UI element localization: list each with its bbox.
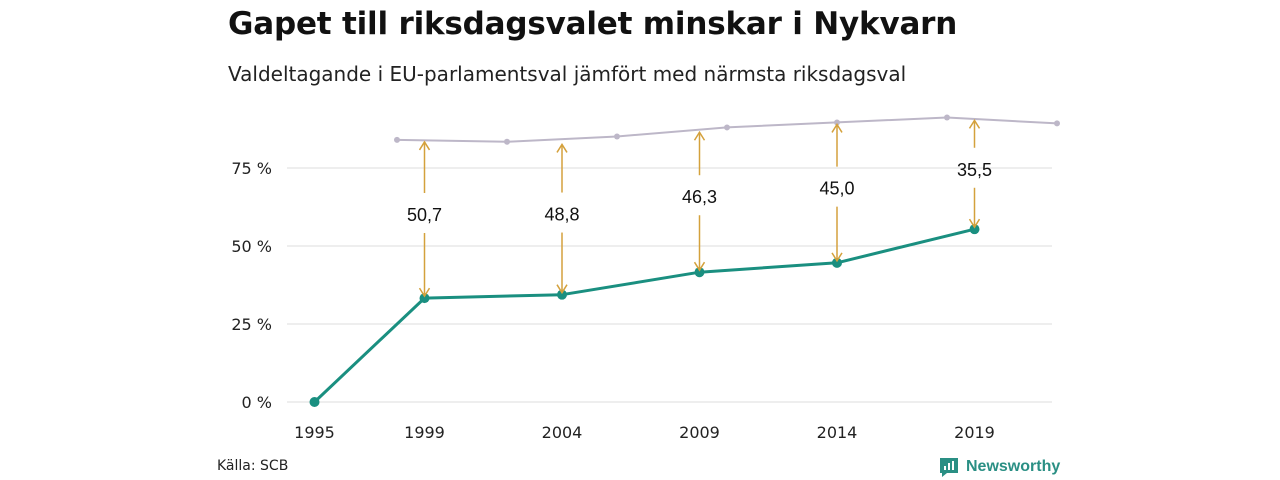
x-tick-label: 2019 [954,423,995,442]
x-tick-label: 2014 [817,423,858,442]
eu-point [557,289,567,300]
riksdag-point [394,136,400,143]
riksdag-point [944,114,950,121]
eu-point [419,293,430,304]
x-tick-label: 2009 [679,423,720,442]
y-tick-label: 75 % [231,159,272,178]
gap-arrows: 50,7 48,8 46,3 45,0 35,5 [407,118,992,298]
chart-title: Gapet till riksdagsvalet minskar i Nykva… [228,6,958,42]
gap-label: 48,8 [544,205,579,225]
gap-arrow: 35,5 [957,118,992,229]
gap-arrow: 50,7 [407,140,442,298]
gap-arrow-head [831,252,843,263]
gap-label: 45,0 [819,179,854,199]
gap-arrow: 45,0 [819,123,855,263]
riksdag-point [1054,120,1060,127]
gap-arrow: 48,8 [544,143,580,295]
eu-point [694,267,705,278]
riksdag-point [834,119,840,126]
gap-label: 35,5 [957,160,992,180]
riksdag-point [614,133,620,140]
gap-arrow-head [556,284,568,295]
series-lines [309,114,1060,407]
eu-point [832,257,842,268]
newsworthy-logo-icon [940,458,958,477]
y-axis-ticks: 0 % 25 % 50 % 75 % [231,159,272,412]
x-tick-label: 2004 [542,423,583,442]
riksdag-point [504,138,510,145]
gap-arrow-head [693,261,706,272]
brand-name: Newsworthy [966,458,1061,475]
x-axis-ticks: 1995 1999 2004 2009 2014 2019 [294,423,995,442]
source-note: Källa: SCB [217,458,289,474]
brand-logo[interactable]: Newsworthy [938,456,1060,478]
x-tick-label: 1999 [404,423,445,442]
y-tick-label: 0 % [242,393,272,412]
riksdag-point [724,124,730,131]
gap-arrow: 46,3 [682,130,717,272]
x-tick-label: 1995 [294,423,335,442]
y-tick-label: 50 % [231,237,272,256]
chart-subtitle: Valdeltagande i EU-parlamentsval jämfört… [228,62,907,86]
gap-arrow-head [968,218,981,229]
gap-arrow-head [418,287,431,298]
gap-arrow-head [418,140,431,151]
gap-label: 50,7 [407,205,442,225]
gridlines [287,167,1052,403]
eu-point [309,397,320,407]
gap-arrow-head [968,118,981,129]
eu-line [313,227,975,404]
gap-label: 46,3 [682,187,717,207]
gap-arrow-head [556,143,568,153]
eu-point [969,224,980,235]
y-tick-label: 25 % [231,315,272,334]
gap-arrow-head [831,123,843,133]
gap-arrow-head [693,130,706,141]
